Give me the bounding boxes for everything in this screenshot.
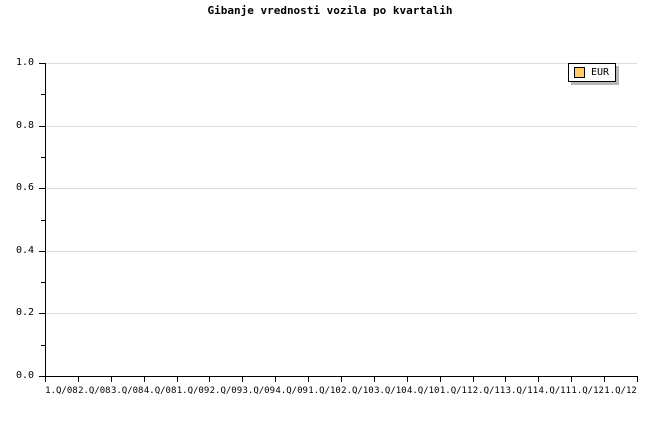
x-axis-label: 4.Q/09 (275, 386, 308, 396)
y-axis-tick-major (39, 188, 45, 189)
x-axis-label: 1.Q/12 (571, 386, 604, 396)
x-axis-tick (209, 377, 210, 382)
x-axis-tick (242, 377, 243, 382)
gridline-y (45, 188, 637, 189)
x-axis-tick (374, 377, 375, 382)
y-axis-label: 0.8 (15, 120, 34, 131)
y-axis-label: 1.0 (15, 57, 34, 68)
x-axis-tick (111, 377, 112, 382)
x-axis-label: 1.Q/09 (176, 386, 210, 396)
y-axis-tick-major (39, 63, 45, 64)
y-axis-tick-minor (41, 157, 45, 158)
x-axis-tick (637, 377, 638, 382)
y-axis-line (45, 63, 46, 377)
x-axis-label: 3.Q/11 (505, 386, 539, 396)
x-axis-label: 2.Q/10 (341, 386, 374, 396)
x-axis-label: 4.Q/10 (406, 386, 440, 396)
chart-title: Gibanje vrednosti vozila po kvartalih (207, 4, 453, 17)
x-axis-tick (571, 377, 572, 382)
x-axis-tick (308, 377, 309, 382)
x-axis-line (45, 376, 638, 377)
x-axis-label: 2.Q/09 (209, 386, 243, 396)
x-axis-label: 3.Q/08 (110, 386, 144, 396)
gridline-y (45, 251, 637, 252)
y-axis-tick-major (39, 126, 45, 127)
gridline-y (45, 126, 637, 127)
x-axis-label: 4.Q/08 (143, 386, 177, 396)
x-axis-label: 3.Q/09 (242, 386, 276, 396)
x-axis-label: 1.Q/10 (308, 386, 341, 396)
x-axis-tick (604, 377, 605, 382)
x-axis-tick (144, 377, 145, 382)
x-axis-tick (177, 377, 178, 382)
y-axis-label: 0.0 (15, 370, 34, 381)
plot-area (45, 63, 637, 376)
x-axis-tick (505, 377, 506, 382)
x-axis-label: 2.Q/08 (78, 386, 111, 396)
x-axis-label: 1.Q/11 (439, 386, 473, 396)
gridline-y (45, 313, 637, 314)
y-axis-tick-major (39, 376, 45, 377)
y-axis-tick-minor (41, 220, 45, 221)
y-axis-label: 0.6 (15, 182, 34, 193)
x-axis-tick (341, 377, 342, 382)
x-axis-label: 2.Q/11 (472, 386, 506, 396)
x-axis-label: 1.Q/12 (604, 386, 637, 396)
x-axis-tick (275, 377, 276, 382)
gridline-y (45, 63, 637, 64)
legend-swatch-icon (574, 67, 585, 78)
y-axis-label: 0.2 (15, 307, 34, 318)
x-axis-tick (538, 377, 539, 382)
x-axis-tick (473, 377, 474, 382)
chart-legend[interactable]: EUR (568, 63, 617, 82)
y-axis-tick-major (39, 313, 45, 314)
x-axis-tick (78, 377, 79, 382)
x-axis-tick (440, 377, 441, 382)
y-axis-tick-minor (41, 345, 45, 346)
y-axis-tick-minor (41, 282, 45, 283)
y-axis-label: 0.4 (15, 245, 34, 256)
legend-label: EUR (591, 67, 610, 78)
y-axis-tick-minor (41, 94, 45, 95)
x-axis-tick (45, 377, 46, 382)
x-axis-label: 4.Q/11 (538, 386, 572, 396)
x-axis-tick (407, 377, 408, 382)
x-axis-label: 3.Q/10 (374, 386, 407, 396)
y-axis-tick-major (39, 251, 45, 252)
x-axis-label: 1.Q/08 (45, 386, 78, 396)
